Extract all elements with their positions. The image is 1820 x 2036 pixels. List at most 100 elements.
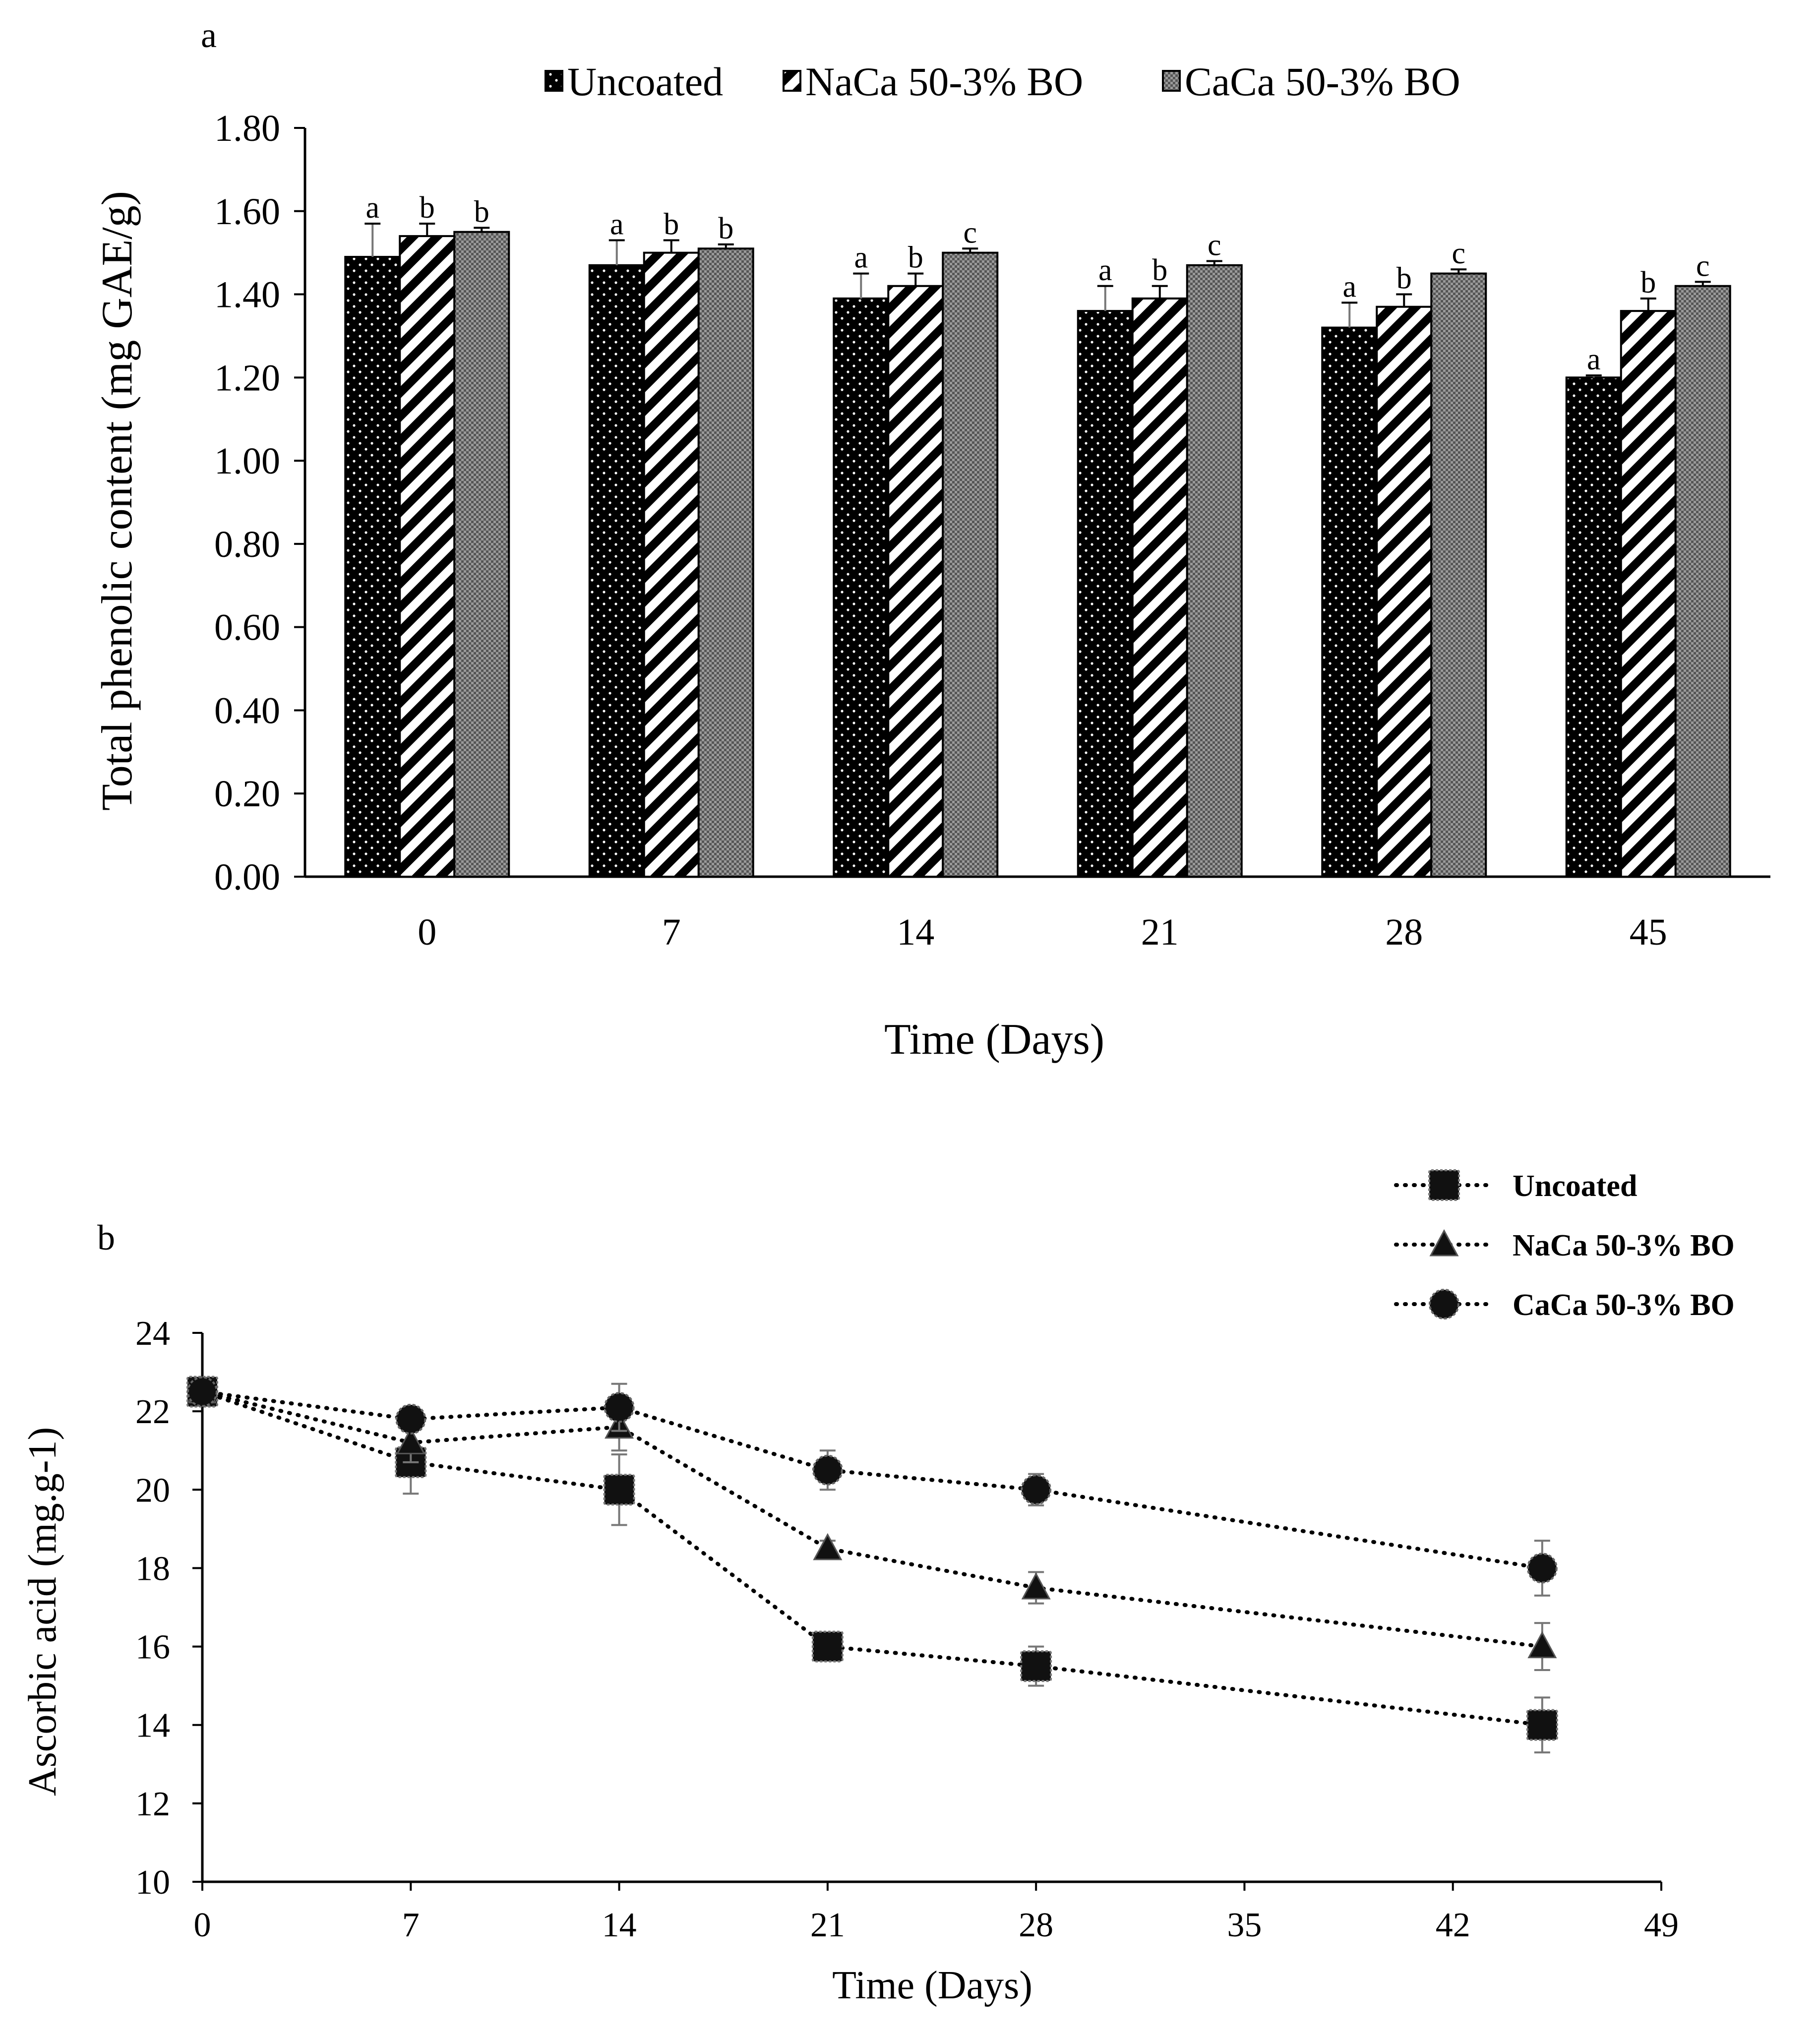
- chart-b-x-label: Time (Days): [832, 1964, 1032, 2007]
- chart-b-y-tick-label: 14: [135, 1707, 170, 1745]
- chart-a-error-bar: [718, 243, 734, 249]
- chart-b-x-tick-label: 0: [194, 1906, 211, 1944]
- chart-b-point: [1021, 1572, 1051, 1600]
- chart-a-significance-letter: b: [664, 208, 679, 241]
- chart-b-lines: [186, 1376, 1558, 1754]
- chart-b-y-tick-label: 10: [135, 1863, 170, 1902]
- chart-a-bar: [942, 251, 999, 878]
- legend-a-label: CaCa 50-3% BO: [1185, 59, 1460, 104]
- chart-a-error-bar: [474, 227, 490, 232]
- chart-a-y-tick-label: 0.00: [214, 856, 280, 898]
- chart-a-error-bar: [853, 272, 869, 299]
- chart-a-x-tick-label: 7: [662, 911, 681, 953]
- chart-b-y-tick-label: 24: [135, 1315, 170, 1353]
- chart-a-bar: [887, 285, 944, 878]
- chart-a-significance-letter: a: [365, 191, 379, 225]
- chart-b-y-tick-label: 16: [135, 1628, 170, 1667]
- chart-b-x-tick-label: 7: [402, 1906, 420, 1944]
- chart-a-error-bar: [663, 239, 679, 253]
- chart-a-y-tick-label: 0.60: [214, 607, 280, 649]
- chart-b-y-tick-label: 20: [135, 1471, 170, 1509]
- chart-b-y-tick-label: 18: [135, 1550, 170, 1588]
- legend-a-item: Uncoated: [545, 59, 723, 104]
- chart-a-bar: [833, 297, 890, 878]
- legend-b-item: CaCa 50-3% BO: [1394, 1288, 1735, 1322]
- legend-b-label: NaCa 50-3% BO: [1513, 1229, 1735, 1262]
- chart-b-point: [811, 1630, 844, 1663]
- chart-a-significance-letter: b: [474, 195, 489, 229]
- legend-a-label: Uncoated: [567, 59, 723, 104]
- chart-a-x-tick-label: 28: [1385, 911, 1423, 953]
- chart-a-bar: [1186, 264, 1243, 878]
- chart-a-error-bar: [908, 272, 924, 286]
- chart-a-error-bar: [1206, 260, 1222, 265]
- chart-a-x-ticks: 0 7 14 21 28 45: [418, 911, 1667, 953]
- chart-a-significance-letter: a: [854, 241, 868, 275]
- chart-a-y-ticks: 0.00 0.20 0.40 0.60 0.80 1.00 1.20 1.40 1.60 1.80: [214, 108, 305, 898]
- chart-a-error-bar: [419, 222, 435, 237]
- chart-a-y-tick-label: 1.40: [214, 274, 280, 316]
- chart-b-point: [603, 1474, 635, 1506]
- chart-a-significance-letter: c: [1696, 249, 1710, 283]
- chart-b-point: [187, 1376, 218, 1407]
- chart-a-error-bar: [1640, 297, 1656, 311]
- chart-a-significance-letter: c: [1208, 228, 1221, 262]
- chart-a-bar: [1674, 285, 1731, 878]
- chart-b-x-tick-label: 28: [1019, 1906, 1053, 1944]
- chart-a-y-tick-label: 1.20: [214, 357, 280, 399]
- chart-a-significance-letter: b: [1396, 262, 1412, 296]
- chart-a-y-tick-label: 1.60: [214, 191, 280, 233]
- chart-a-bar: [344, 256, 401, 878]
- chart-a-significance-letter: b: [718, 212, 733, 245]
- legend-b-marker: [1429, 1229, 1459, 1257]
- chart-b-series-line: [200, 1389, 1544, 1727]
- legend-b-label: CaCa 50-3% BO: [1513, 1288, 1735, 1322]
- chart-a-bar: [1376, 305, 1433, 878]
- chart-a-bar: [588, 264, 645, 878]
- chart-a-significance-letter: a: [1098, 253, 1112, 287]
- chart-b-series: [187, 1376, 1557, 1672]
- chart-a-bar: [1565, 376, 1622, 878]
- chart-a-error-bar: [1097, 285, 1113, 311]
- chart-a-y-label: Total phenolic content (mg GAE/g): [93, 191, 141, 811]
- chart-a-x-tick-label: 21: [1141, 911, 1179, 953]
- chart-b-point: [1020, 1650, 1052, 1682]
- chart-a-error-bar: [1341, 301, 1358, 328]
- chart-b-x-tick-label: 14: [602, 1906, 637, 1944]
- chart-a-significance-letter: a: [610, 208, 624, 241]
- chart-a-y-tick-label: 0.40: [214, 690, 280, 731]
- chart-b-point: [812, 1454, 843, 1486]
- legend-b-marker: [1429, 1289, 1459, 1319]
- chart-b-x-tick-label: 42: [1436, 1906, 1470, 1944]
- chart-b-x-tick-label: 35: [1227, 1906, 1262, 1944]
- chart-b-series: [187, 1376, 1558, 1597]
- chart-a-error-bar: [364, 222, 381, 257]
- chart-a-significance-letter: b: [908, 241, 923, 275]
- chart-a-y-tick-label: 1.80: [214, 108, 280, 149]
- chart-a-error-bar: [1695, 281, 1711, 286]
- chart-a-bar: [1321, 326, 1378, 878]
- legend-a: Uncoated NaCa 50-3% BO CaCa 50-3% BO: [545, 59, 1460, 104]
- chart-a-bar: [453, 231, 510, 878]
- chart-a-significance-letter: b: [1640, 266, 1656, 299]
- chart-a-y-tick-label: 0.80: [214, 524, 280, 565]
- chart-a-significance-letter: c: [1452, 237, 1465, 270]
- panel-b-label: b: [97, 1218, 115, 1258]
- chart-a-bar: [1077, 310, 1134, 878]
- chart-a-error-bar: [962, 247, 978, 253]
- legend-a-item: NaCa 50-3% BO: [783, 59, 1083, 104]
- chart-a-axes: [303, 128, 1770, 878]
- legend-b-label: Uncoated: [1513, 1169, 1637, 1203]
- chart-a-significance-letter: b: [420, 191, 435, 225]
- chart-b-axes: [201, 1333, 1661, 1883]
- chart-b-series-line: [200, 1389, 1544, 1570]
- chart-a-significance-letter: b: [1152, 253, 1167, 287]
- chart-a-error-bar: [1585, 374, 1602, 378]
- chart-a-error-bar: [608, 239, 625, 265]
- chart-b-point: [813, 1533, 843, 1560]
- chart-a-bars: a b b a b b a b c a b c a b c a b c: [344, 191, 1731, 878]
- chart-b-point: [1021, 1474, 1052, 1505]
- legend-b-item: NaCa 50-3% BO: [1394, 1229, 1735, 1262]
- panel-a-label: a: [201, 15, 217, 55]
